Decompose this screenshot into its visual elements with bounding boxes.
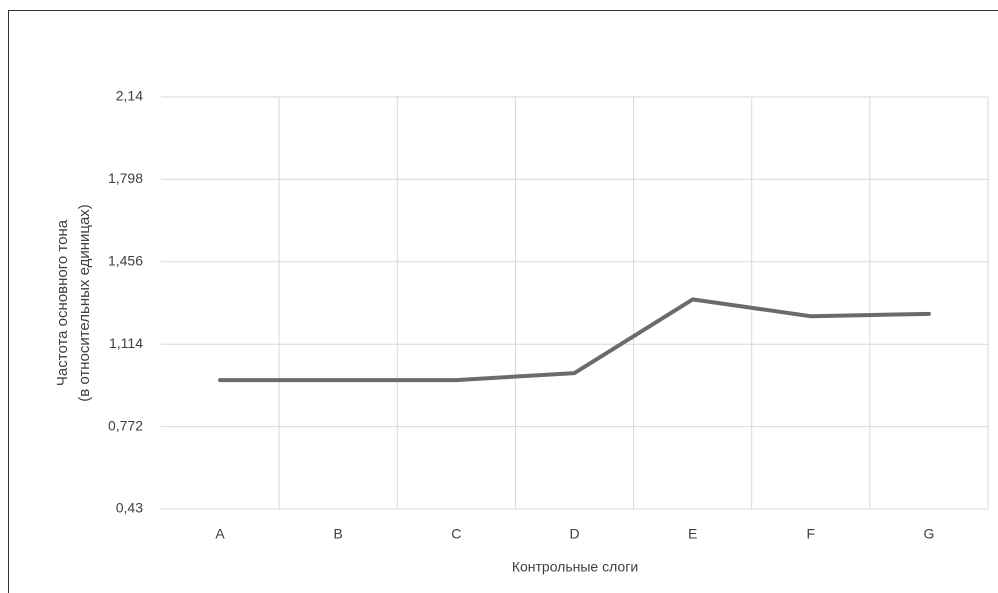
x-tick-label: G — [923, 526, 934, 542]
y-axis-title: Частота основного тона — [54, 219, 71, 386]
x-tick-label: C — [451, 526, 461, 542]
x-tick-label: A — [215, 526, 225, 542]
x-tick-label: B — [334, 526, 343, 542]
line-series — [218, 297, 931, 383]
y-tick-label: 1,798 — [108, 170, 143, 186]
y-tick-label: 1,456 — [108, 253, 143, 269]
x-tick-label: F — [807, 526, 816, 542]
y-tick-label: 1,114 — [109, 335, 143, 351]
x-tick-label: E — [688, 526, 697, 542]
y-tick-label: 0,772 — [108, 417, 143, 433]
y-axis-title: (в относительных единицах) — [76, 204, 93, 402]
x-axis-title: Контрольные слоги — [512, 559, 638, 575]
y-tick-label: 2,14 — [116, 88, 143, 104]
x-tick-label: D — [569, 526, 579, 542]
chart-frame — [8, 10, 998, 593]
y-tick-label: 0,43 — [116, 500, 143, 516]
